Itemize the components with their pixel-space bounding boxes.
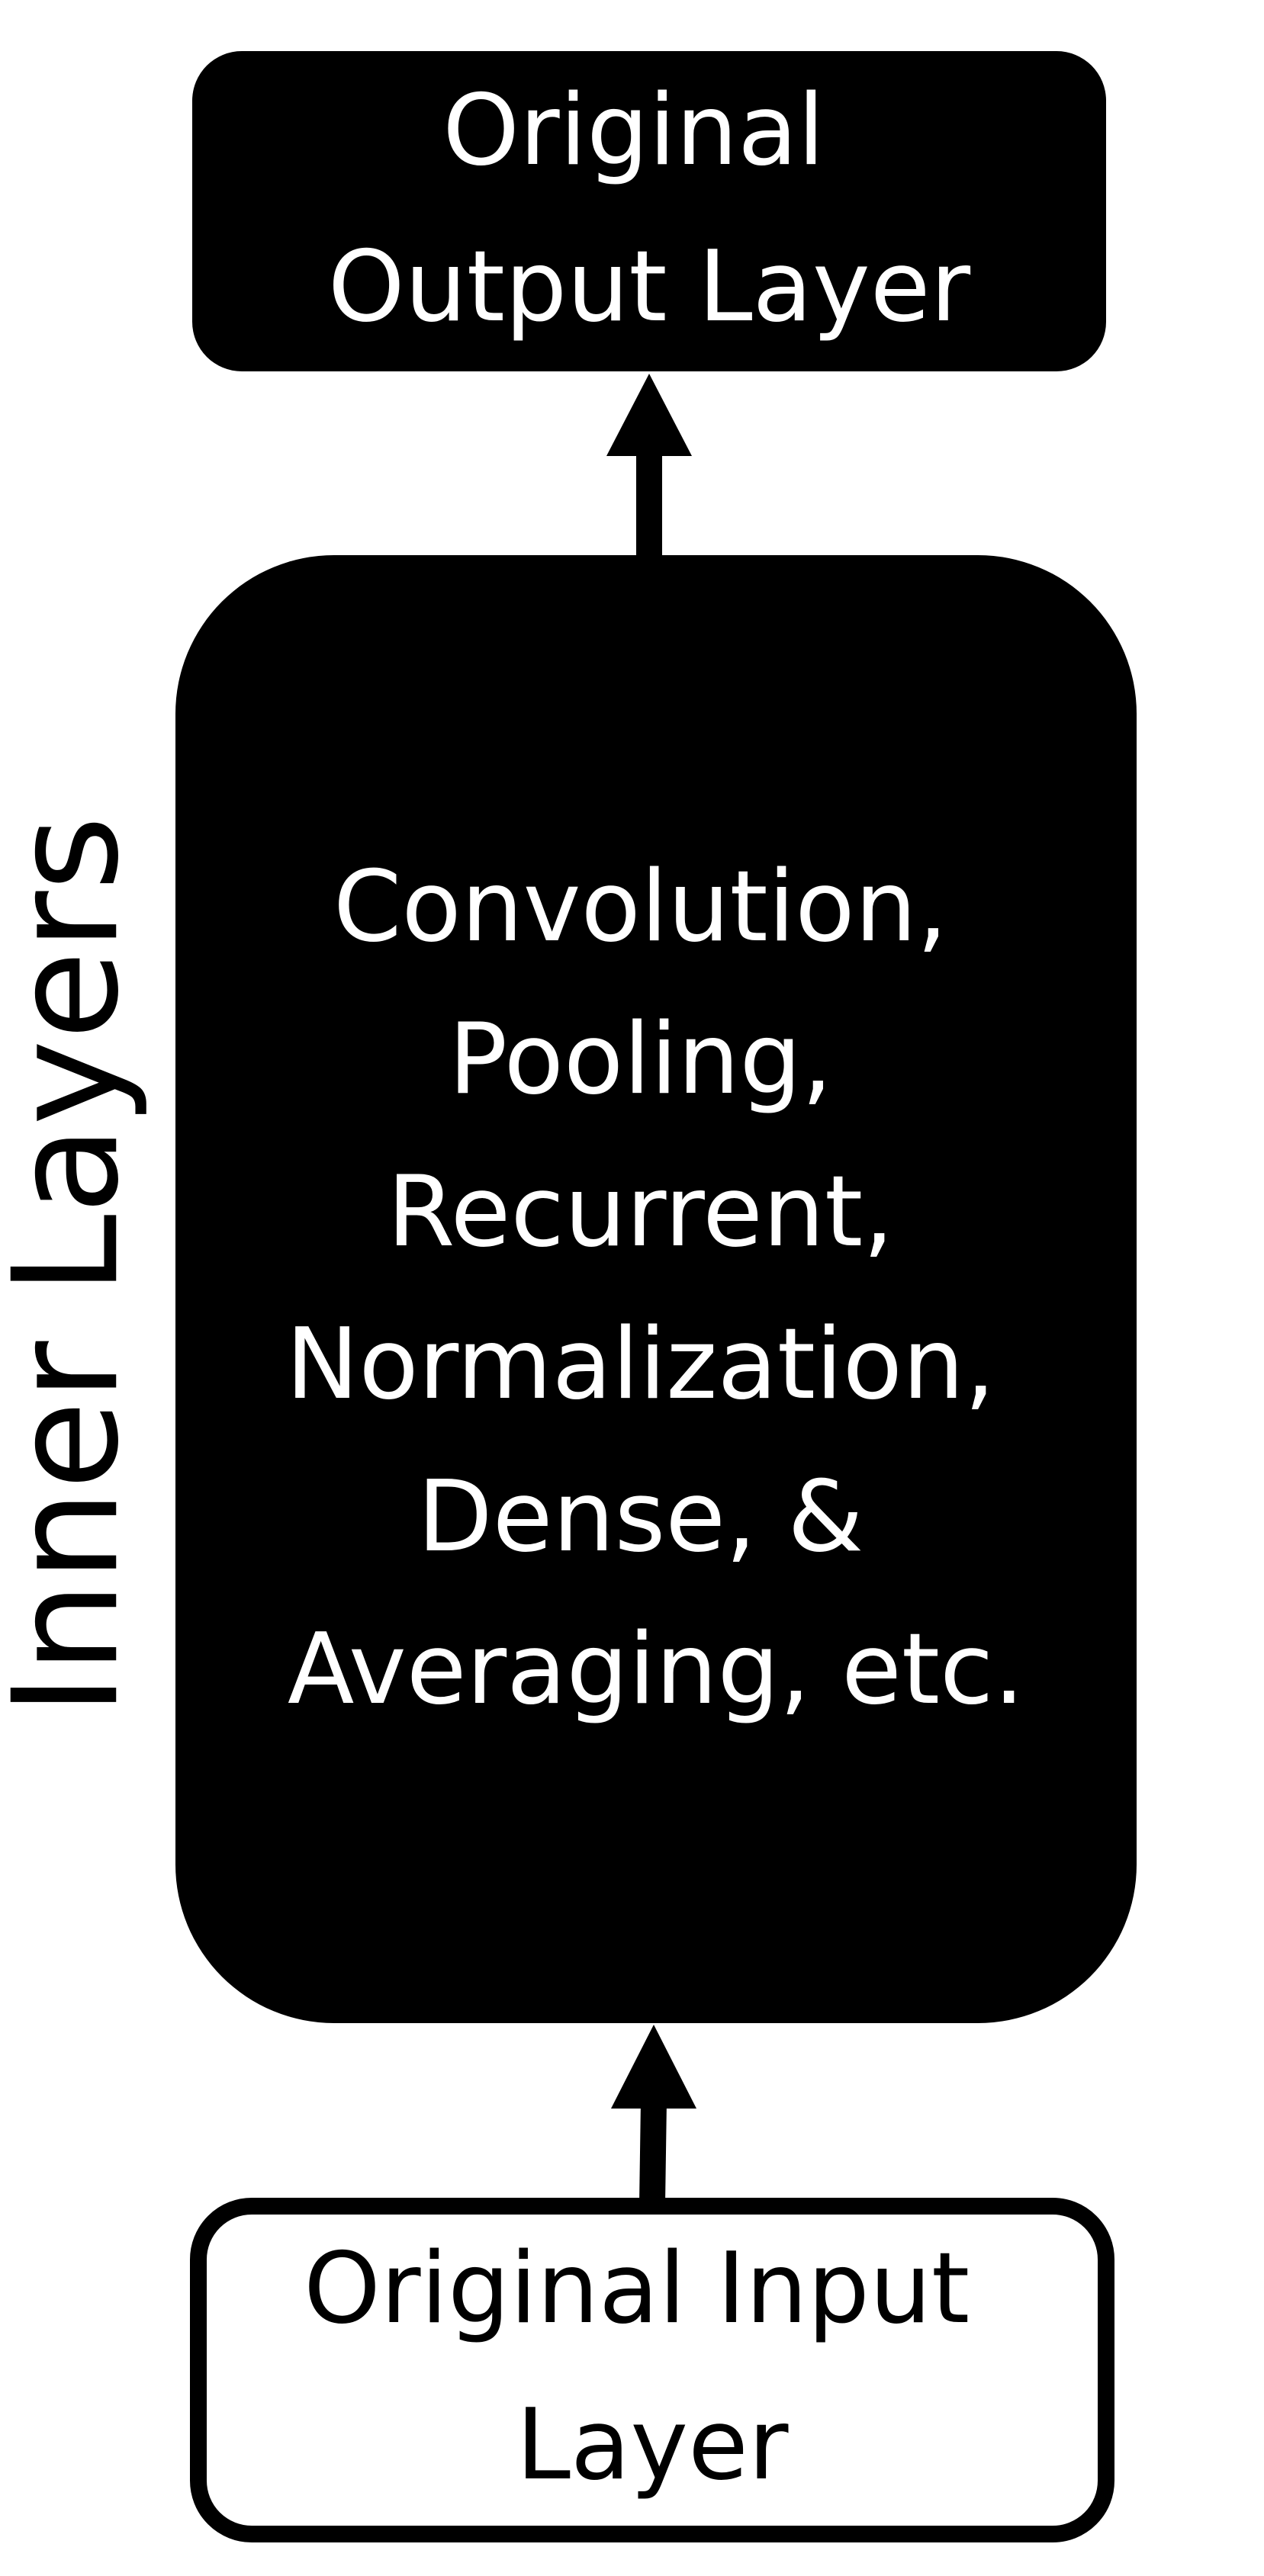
output-layer-label-line-1: Original <box>442 74 825 188</box>
input-layer-box <box>190 2198 1114 2542</box>
svg-text:Original Input Layer: Original Input Layer <box>304 2232 1001 2502</box>
arrow-input-to-inner <box>611 2025 696 2204</box>
input-layer-label-line-2: Layer <box>516 2388 789 2502</box>
arrow-head <box>606 374 692 456</box>
inner-layers-label-line-1: Convolution, <box>333 850 947 964</box>
svg-text:Original Output Layer: Original Output Layer <box>328 74 971 344</box>
output-layer-box <box>192 51 1106 371</box>
svg-text:Convolution, Pooling,: Convolution, Pooling, Recurrent, Normali… <box>286 850 1027 1726</box>
output-layer-node: Original Output Layer <box>192 51 1106 371</box>
input-layer-node: Original Input Layer <box>190 2198 1114 2542</box>
input-layer-label-line-1: Original Input <box>304 2232 970 2346</box>
arrow-shaft <box>636 450 662 564</box>
inner-layers-label-line-2: Pooling, <box>449 1003 832 1116</box>
arrow-inner-to-output <box>606 374 692 564</box>
inner-layers-label-line-5: Dense, & <box>417 1460 864 1574</box>
inner-layers-side-label: Inner Layers <box>0 815 150 1716</box>
output-layer-label-line-2: Output Layer <box>328 230 971 344</box>
inner-layers-box <box>175 555 1137 2023</box>
arrow-head <box>611 2025 696 2109</box>
arrow-shaft <box>639 2101 667 2204</box>
inner-layers-label-line-3: Recurrent, <box>387 1155 893 1269</box>
inner-layers-label-line-6: Averaging, etc. <box>288 1613 1024 1726</box>
inner-layers-label-line-4: Normalization, <box>286 1308 995 1421</box>
inner-layers-node: Convolution, Pooling, Recurrent, Normali… <box>175 555 1137 2023</box>
